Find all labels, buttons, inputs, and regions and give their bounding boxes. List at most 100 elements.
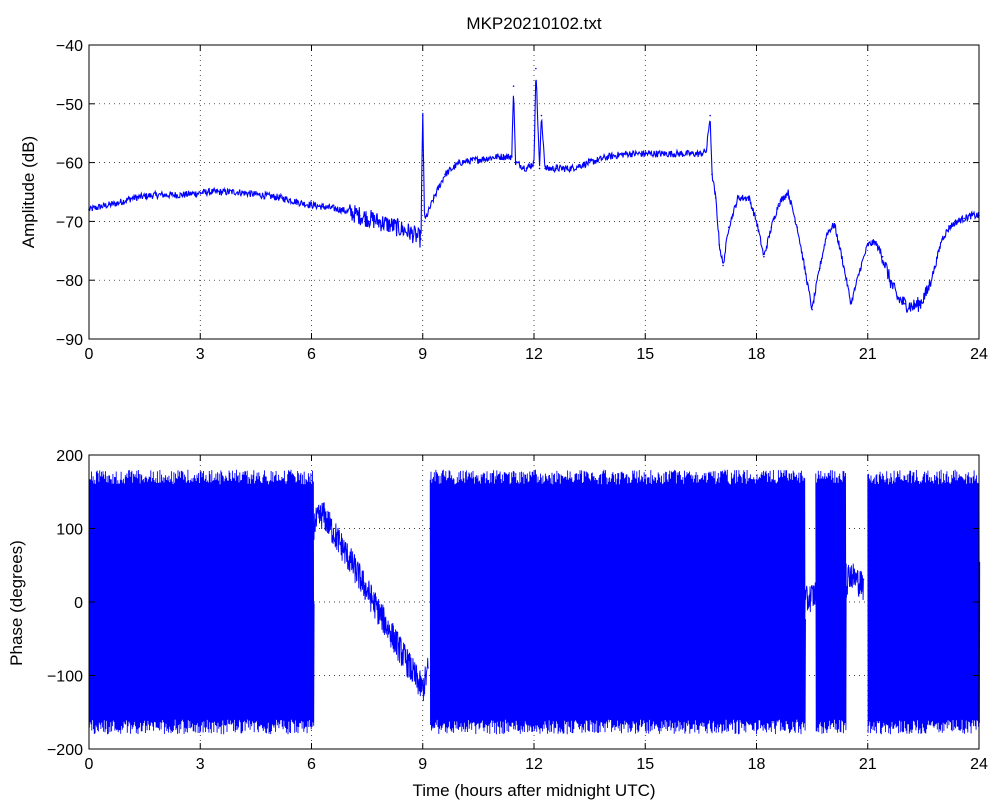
amplitude-point bbox=[826, 232, 828, 234]
amplitude-point bbox=[714, 197, 717, 199]
amplitude-point bbox=[866, 244, 869, 246]
amplitude-point bbox=[321, 205, 324, 208]
amplitude-point bbox=[662, 152, 665, 155]
amplitude-point bbox=[796, 226, 799, 229]
amplitude-point bbox=[395, 226, 398, 229]
amplitude-point bbox=[340, 208, 342, 211]
amplitude-point bbox=[514, 161, 517, 164]
amplitude-point bbox=[874, 241, 876, 243]
amplitude-ticks: 0 3 6 9 12 15 18 21 24 −90 −80 −70 −60 −50 −40 bbox=[56, 38, 988, 363]
phase-x-tick-label: 6 bbox=[307, 756, 316, 773]
amplitude-point bbox=[755, 220, 758, 223]
phase-x-tick-label: 12 bbox=[525, 756, 543, 773]
amplitude-point bbox=[711, 173, 713, 176]
amplitude-point bbox=[420, 238, 422, 240]
amplitude-point bbox=[555, 167, 558, 170]
amplitude-point bbox=[525, 167, 528, 170]
amplitude-point bbox=[763, 255, 765, 258]
amplitude-y-tick-label: −50 bbox=[56, 97, 83, 114]
amplitude-x-tick-label: 15 bbox=[636, 346, 654, 363]
phase-series bbox=[88, 469, 981, 735]
amplitude-point bbox=[705, 150, 708, 152]
phase-y-tick-label: −200 bbox=[47, 742, 83, 759]
amplitude-point bbox=[477, 158, 480, 161]
chart-title: MKP20210102.txt bbox=[466, 14, 601, 33]
amplitude-point bbox=[850, 302, 852, 305]
phase-x-tick-label: 18 bbox=[748, 756, 766, 773]
amplitude-point bbox=[303, 202, 305, 205]
amplitude-point bbox=[510, 155, 513, 158]
phase-drift-segment bbox=[311, 502, 429, 702]
amplitude-point bbox=[281, 197, 283, 199]
amplitude-point bbox=[180, 194, 183, 196]
amplitude-point bbox=[206, 191, 209, 193]
phase-y-axis-label: Phase (degrees) bbox=[7, 540, 26, 666]
amplitude-point bbox=[777, 202, 780, 205]
amplitude-point bbox=[377, 220, 380, 223]
amplitude-x-tick-label: 18 bbox=[748, 346, 766, 363]
amplitude-x-tick-label: 24 bbox=[970, 346, 988, 363]
amplitude-point bbox=[748, 197, 750, 199]
amplitude-point bbox=[881, 255, 884, 258]
amplitude-point bbox=[770, 226, 773, 229]
amplitude-point bbox=[700, 152, 702, 155]
amplitude-point bbox=[154, 194, 157, 196]
amplitude-point bbox=[918, 302, 921, 305]
amplitude-point bbox=[258, 194, 261, 196]
amplitude-point bbox=[803, 267, 806, 270]
amplitude-point bbox=[718, 244, 721, 246]
amplitude-x-tick-label: 0 bbox=[85, 346, 94, 363]
phase-x-tick-label: 0 bbox=[85, 756, 94, 773]
amplitude-point bbox=[512, 85, 515, 87]
amplitude-point bbox=[358, 214, 361, 217]
amplitude-point bbox=[433, 197, 435, 199]
amplitude-point bbox=[99, 205, 101, 208]
amplitude-point bbox=[933, 267, 936, 270]
amplitude-y-tick-label: −90 bbox=[56, 332, 83, 349]
amplitude-point bbox=[681, 152, 684, 155]
amplitude-y-tick-label: −40 bbox=[56, 38, 83, 55]
amplitude-point bbox=[544, 167, 546, 170]
phase-wrapped-segment bbox=[429, 469, 806, 735]
amplitude-point bbox=[236, 191, 239, 193]
phase-wrapped-segment bbox=[273, 469, 315, 735]
phase-wrapped-segment bbox=[88, 469, 276, 735]
time-x-axis-label: Time (hours after midnight UTC) bbox=[412, 781, 655, 800]
amplitude-y-tick-label: −80 bbox=[56, 273, 83, 290]
amplitude-point bbox=[421, 114, 424, 117]
amplitude-point bbox=[818, 267, 821, 270]
amplitude-point bbox=[444, 173, 446, 176]
amplitude-point bbox=[859, 267, 862, 270]
amplitude-panel: MKP20210102.txt 0 3 6 9 12 15 18 21 24 −90 −80 −70 −… bbox=[19, 14, 988, 363]
amplitude-point bbox=[722, 264, 724, 267]
amplitude-point bbox=[737, 197, 739, 199]
amplitude-point bbox=[811, 308, 813, 311]
amplitude-point bbox=[787, 191, 789, 193]
amplitude-point bbox=[410, 232, 413, 234]
phase-x-tick-label: 15 bbox=[636, 756, 654, 773]
amplitude-x-tick-label: 6 bbox=[307, 346, 316, 363]
phase-panel: 0 3 6 9 12 15 18 21 24 −200 −100 0 100 200 Phase (deg… bbox=[7, 448, 988, 800]
phase-x-tick-label: 3 bbox=[196, 756, 205, 773]
amplitude-point bbox=[644, 152, 647, 155]
amplitude-point bbox=[459, 161, 461, 164]
amplitude-point bbox=[709, 114, 711, 117]
phase-x-tick-label: 24 bbox=[970, 756, 988, 773]
amplitude-point bbox=[911, 305, 914, 308]
phase-ticks: 0 3 6 9 12 15 18 21 24 −200 −100 0 100 200 bbox=[47, 448, 988, 773]
amplitude-x-tick-label: 3 bbox=[196, 346, 205, 363]
amplitude-point bbox=[588, 161, 591, 164]
phase-wrapped-segment bbox=[867, 469, 981, 735]
phase-y-tick-label: −100 bbox=[47, 669, 83, 686]
phase-y-tick-label: 100 bbox=[56, 522, 83, 539]
amplitude-point bbox=[904, 302, 906, 305]
amplitude-series bbox=[88, 67, 980, 313]
phase-x-tick-label: 21 bbox=[859, 756, 877, 773]
amplitude-x-tick-label: 12 bbox=[525, 346, 543, 363]
amplitude-y-tick-label: −70 bbox=[56, 214, 83, 231]
phase-y-tick-label: 200 bbox=[56, 448, 83, 465]
amplitude-y-tick-label: −60 bbox=[56, 156, 83, 173]
amplitude-point bbox=[114, 202, 116, 205]
amplitude-point bbox=[423, 220, 426, 223]
